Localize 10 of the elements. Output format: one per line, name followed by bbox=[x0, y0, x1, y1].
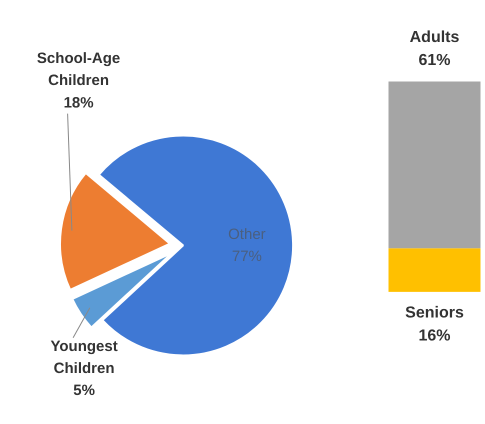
data-label: 5% bbox=[73, 382, 95, 400]
data-label: 18% bbox=[64, 94, 94, 112]
text: Adults bbox=[410, 28, 460, 46]
series-label: Seniors bbox=[405, 304, 464, 322]
data-label: 61% bbox=[418, 52, 451, 69]
slice-label: Youngest Children bbox=[50, 338, 118, 377]
data-label: 77% bbox=[232, 248, 262, 266]
slice-label: School-Age Children bbox=[36, 50, 120, 90]
data-label: 16% bbox=[418, 328, 451, 345]
slice-label: Other bbox=[228, 226, 266, 243]
